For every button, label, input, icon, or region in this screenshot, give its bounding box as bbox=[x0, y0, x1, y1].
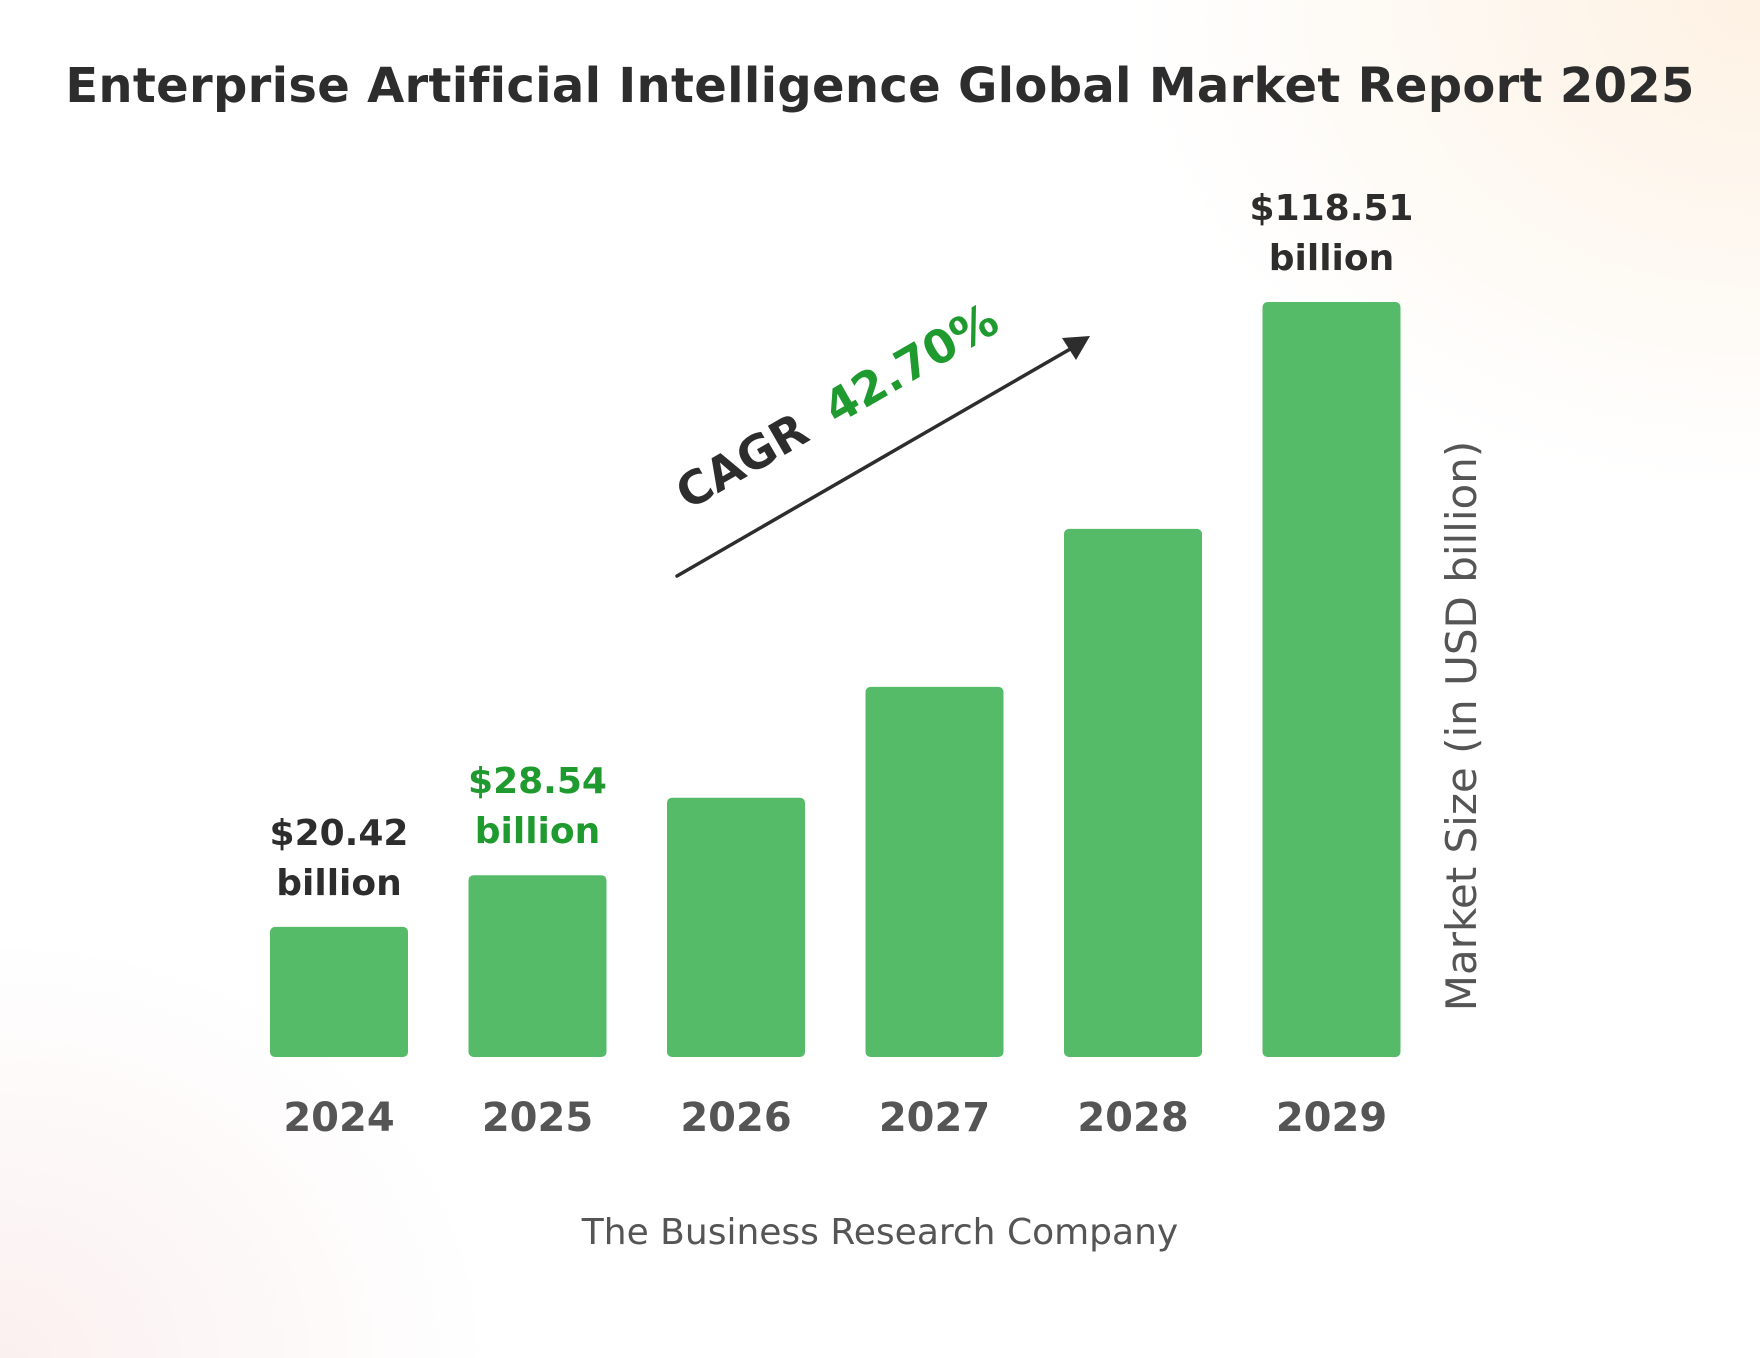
x-tick-labels-layer: 2024 2025 2026 2027 2028 2029 bbox=[283, 1095, 1387, 1141]
cagr-label-text: CAGR bbox=[667, 402, 817, 520]
bar-2026 bbox=[667, 797, 805, 1057]
data-label-unit-2024: billion bbox=[276, 863, 402, 904]
bar-2027 bbox=[865, 686, 1004, 1057]
x-tick-2024: 2024 bbox=[283, 1095, 394, 1141]
x-tick-2028: 2028 bbox=[1077, 1095, 1188, 1141]
source-credit: The Business Research Company bbox=[581, 1212, 1179, 1253]
data-label-unit-2025: billion bbox=[475, 811, 601, 852]
data-label-unit-2029: billion bbox=[1269, 238, 1395, 279]
x-tick-2027: 2027 bbox=[879, 1095, 990, 1141]
cagr-arrow-head-icon bbox=[1062, 336, 1090, 360]
data-label-2024: $20.42 billion bbox=[270, 813, 409, 904]
data-label-value-2025: $28.54 bbox=[468, 761, 607, 802]
bar-2024 bbox=[270, 926, 408, 1057]
bar-2029 bbox=[1262, 302, 1401, 1057]
bars-layer bbox=[270, 302, 1401, 1057]
data-label-2029: $118.51 billion bbox=[1250, 188, 1414, 279]
data-label-value-2024: $20.42 bbox=[270, 813, 409, 854]
y-axis-label: Market Size (in USD billion) bbox=[1437, 441, 1486, 1011]
data-labels-layer: $20.42 billion $28.54 billion $118.51 billion bbox=[270, 188, 1414, 904]
data-label-value-2029: $118.51 bbox=[1250, 188, 1414, 229]
x-tick-2029: 2029 bbox=[1276, 1095, 1387, 1141]
cagr-value: 42.70% bbox=[814, 292, 1007, 435]
cagr-label: CAGR 42.70% bbox=[667, 292, 1008, 520]
cagr-arrow-line bbox=[675, 346, 1074, 578]
bar-2025 bbox=[468, 875, 607, 1057]
chart-title: Enterprise Artificial Intelligence Globa… bbox=[65, 58, 1695, 114]
x-tick-2026: 2026 bbox=[680, 1095, 791, 1141]
cagr-annotation: CAGR 42.70% bbox=[667, 292, 1090, 578]
x-tick-2025: 2025 bbox=[482, 1095, 593, 1141]
data-label-2025: $28.54 billion bbox=[468, 761, 607, 852]
bar-2028 bbox=[1064, 528, 1202, 1057]
